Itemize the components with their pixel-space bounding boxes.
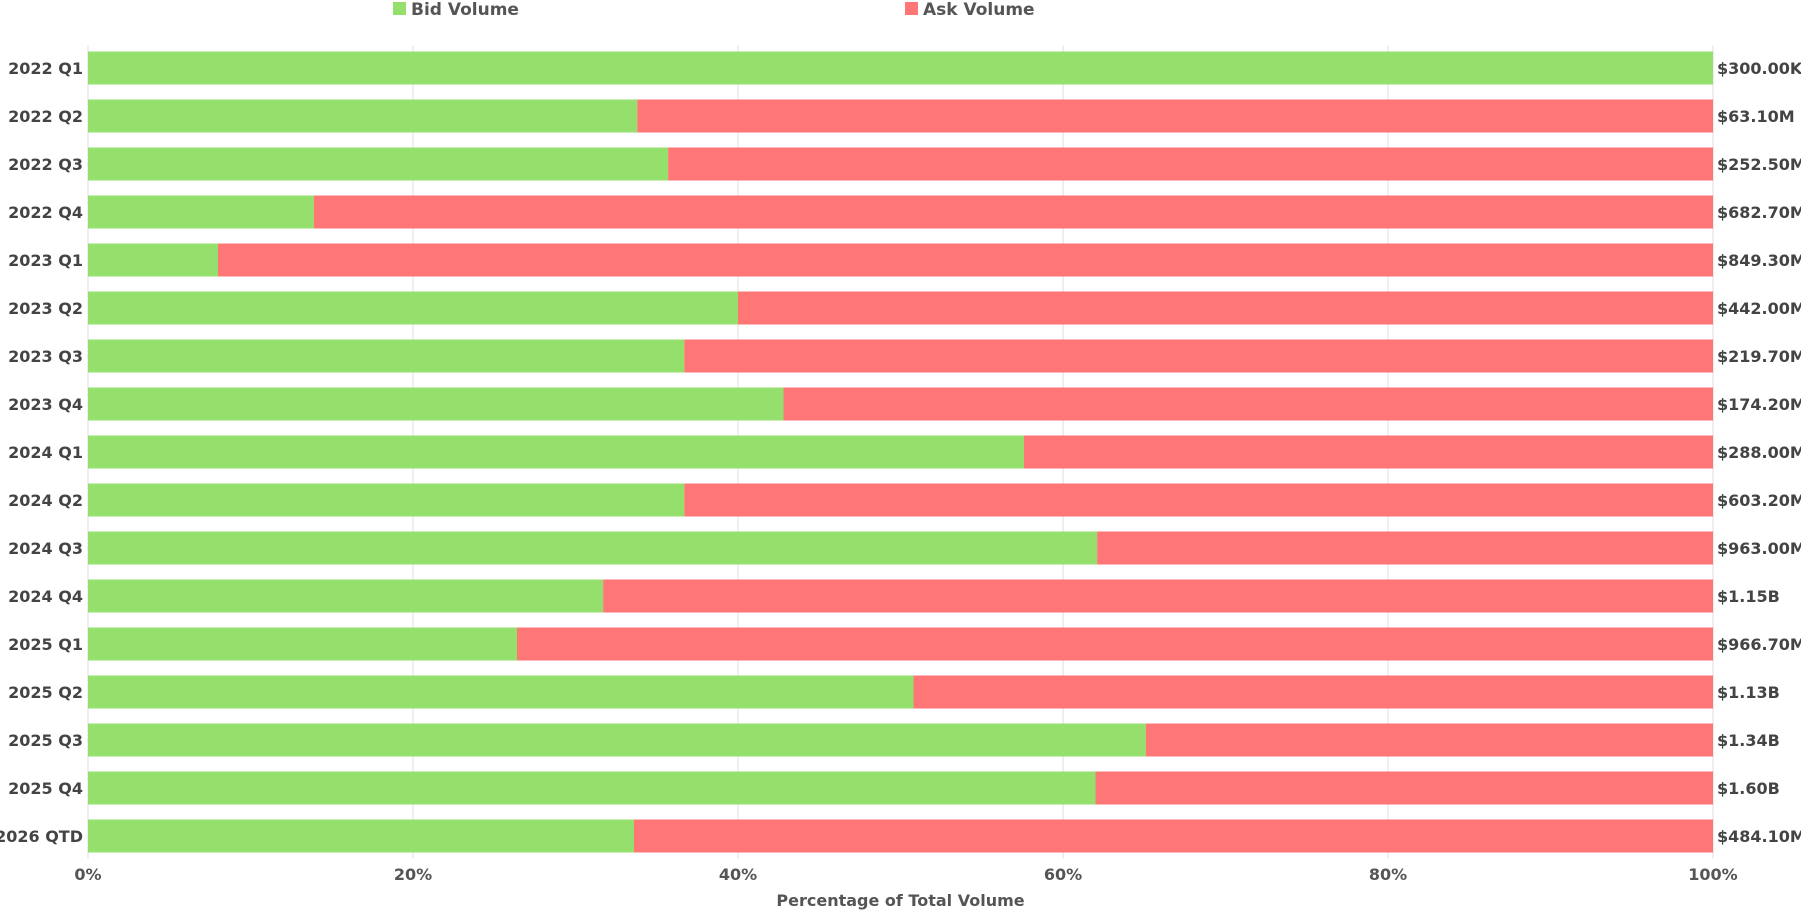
total-labels: $300.00K $63.10M $252.50M $682.70M $849.30M $… [1717,59,1801,846]
total-volume-label: $603.20M [1717,491,1801,510]
x-axis-title: Percentage of Total Volume [776,891,1024,910]
ask-bar-2024-q2[interactable] [684,483,1713,517]
ask-bar-2024-q4[interactable] [603,579,1713,613]
ask-bar-2023-q1[interactable] [218,243,1713,277]
category-label: 2024 Q3 [8,539,83,558]
category-label: 2024 Q1 [8,443,83,462]
legend-label-ask[interactable]: Ask Volume [923,0,1035,20]
bid-bar-2023-q3[interactable] [88,339,685,373]
x-tick-label: 60% [1044,865,1082,884]
x-tick-label: 0% [74,865,101,884]
bid-bar-2023-q4[interactable] [88,387,784,421]
category-label: 2025 Q4 [8,779,83,798]
total-volume-label: $1.60B [1717,779,1780,798]
total-volume-label: $1.34B [1717,731,1780,750]
ask-bar-2023-q4[interactable] [783,387,1714,421]
category-label: 2023 Q3 [8,347,83,366]
category-label: 2022 Q4 [8,203,83,222]
total-volume-label: $252.50M [1717,155,1801,174]
category-label: 2023 Q2 [8,299,83,318]
ask-bar-2025-q3[interactable] [1145,723,1713,757]
total-volume-label: $966.70M [1717,635,1801,654]
bid-bar-2026-qtd[interactable] [88,819,634,853]
ask-bar-2026-qtd[interactable] [634,819,1713,853]
x-tick-label: 100% [1688,865,1737,884]
bid-bar-2025-q4[interactable] [88,771,1096,805]
ask-bar-2022-q4[interactable] [313,195,1713,229]
category-label: 2025 Q1 [8,635,83,654]
total-volume-label: $174.20M [1717,395,1801,414]
legend: Bid Volume Ask Volume [393,0,1035,20]
category-label: 2025 Q3 [8,731,83,750]
x-tick-label: 40% [719,865,757,884]
ask-bar-2023-q2[interactable] [738,291,1713,325]
total-volume-label: $300.00K [1717,59,1801,78]
ask-bar-2023-q3[interactable] [684,339,1713,373]
total-volume-label: $682.70M [1717,203,1801,222]
bid-bar-2022-q4[interactable] [88,195,314,229]
bid-bar-2025-q2[interactable] [88,675,914,709]
bid-bar-2025-q3[interactable] [88,723,1146,757]
total-volume-label: $63.10M [1717,107,1795,126]
bid-bar-2023-q1[interactable] [88,243,218,277]
category-label: 2022 Q2 [8,107,83,126]
bid-bar-2025-q1[interactable] [88,627,517,661]
category-label: 2023 Q4 [8,395,83,414]
ask-bar-2025-q4[interactable] [1095,771,1714,805]
bid-bar-2022-q2[interactable] [88,99,638,133]
total-volume-label: $484.10M [1717,827,1801,846]
category-labels: 2022 Q1 2022 Q2 2022 Q3 2022 Q4 2023 Q1 2023 … [0,59,83,846]
ask-bar-2024-q3[interactable] [1097,531,1713,565]
total-volume-label: $849.30M [1717,251,1801,270]
total-volume-label: $219.70M [1717,347,1801,366]
bid-bar-2023-q2[interactable] [88,291,738,325]
ask-bar-2025-q2[interactable] [913,675,1714,709]
total-volume-label: $442.00M [1717,299,1801,318]
legend-label-bid[interactable]: Bid Volume [411,0,519,20]
ask-bar-2022-q3[interactable] [668,147,1713,181]
category-label: 2022 Q1 [8,59,83,78]
bid-bar-2022-q1[interactable] [88,51,1713,85]
total-volume-label: $963.00M [1717,539,1801,558]
total-volume-label: $1.15B [1717,587,1780,606]
bid-bar-2024-q2[interactable] [88,483,685,517]
total-volume-label: $1.13B [1717,683,1780,702]
x-axis-ticks: 0% 20% 40% 60% 80% 100% [74,865,1737,884]
bars [88,51,1714,853]
category-label: 2024 Q2 [8,491,83,510]
ask-bar-2024-q1[interactable] [1024,435,1713,469]
x-tick-label: 80% [1369,865,1407,884]
bid-bar-2024-q1[interactable] [88,435,1024,469]
legend-swatch-bid[interactable] [393,2,406,15]
category-label: 2026 QTD [0,827,83,846]
x-tick-label: 20% [394,865,432,884]
ask-bar-2025-q1[interactable] [517,627,1713,661]
ask-bar-2022-q2[interactable] [637,99,1713,133]
bid-bar-2024-q3[interactable] [88,531,1098,565]
category-label: 2022 Q3 [8,155,83,174]
bid-bar-2024-q4[interactable] [88,579,604,613]
category-label: 2023 Q1 [8,251,83,270]
legend-swatch-ask[interactable] [905,2,918,15]
bid-bar-2022-q3[interactable] [88,147,669,181]
category-label: 2025 Q2 [8,683,83,702]
category-label: 2024 Q4 [8,587,83,606]
total-volume-label: $288.00M [1717,443,1801,462]
